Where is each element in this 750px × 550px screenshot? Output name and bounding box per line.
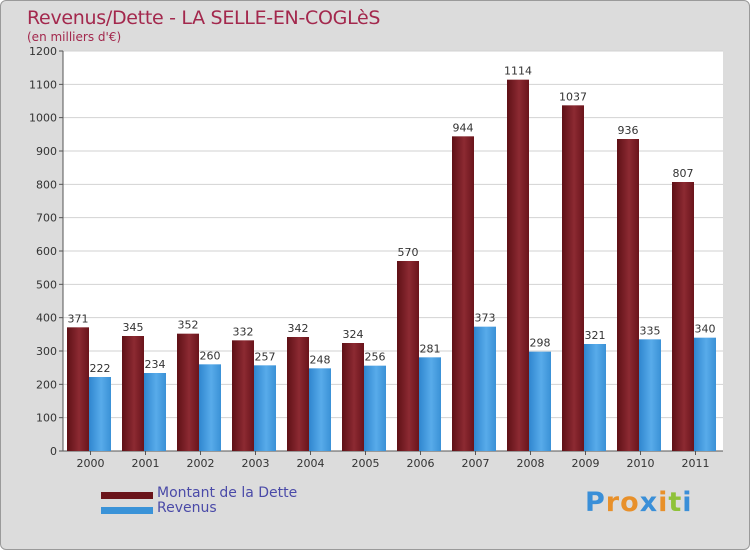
logo-letter: x xyxy=(639,487,659,518)
data-label-dette: 332 xyxy=(233,325,254,338)
y-tick-label: 0 xyxy=(50,445,57,458)
data-label-revenus: 335 xyxy=(640,324,661,337)
data-label-revenus: 298 xyxy=(530,337,551,350)
y-tick-label: 600 xyxy=(36,245,57,258)
logo-letter: r xyxy=(605,487,621,518)
bar-dette xyxy=(397,261,419,451)
data-label-dette: 570 xyxy=(398,246,419,259)
data-label-dette: 352 xyxy=(178,319,199,332)
x-tick-label: 2007 xyxy=(462,457,490,470)
y-tick-label: 1000 xyxy=(29,112,57,125)
bar-revenus xyxy=(419,357,441,451)
x-tick-label: 2000 xyxy=(77,457,105,470)
logo-letter: i xyxy=(682,487,693,518)
bar-revenus xyxy=(639,339,661,451)
data-label-revenus: 248 xyxy=(310,353,331,366)
y-tick-label: 700 xyxy=(36,212,57,225)
bar-revenus xyxy=(474,326,496,451)
bar-revenus xyxy=(584,344,606,451)
y-tick-label: 500 xyxy=(36,278,57,291)
chart-title: Revenus/Dette - LA SELLE-EN-COGLèS xyxy=(27,7,381,29)
data-label-dette: 936 xyxy=(618,124,639,137)
data-label-revenus: 260 xyxy=(200,349,221,362)
y-tick-label: 300 xyxy=(36,345,57,358)
y-tick-label: 200 xyxy=(36,378,57,391)
x-tick-label: 2011 xyxy=(682,457,710,470)
x-tick-label: 2003 xyxy=(242,457,270,470)
data-label-revenus: 234 xyxy=(145,358,166,371)
data-label-dette: 345 xyxy=(123,321,144,334)
data-label-revenus: 281 xyxy=(420,342,441,355)
data-label-dette: 1114 xyxy=(504,65,532,78)
bar-dette xyxy=(67,327,89,451)
data-label-dette: 324 xyxy=(343,328,364,341)
bar-dette xyxy=(562,105,584,451)
x-tick-label: 2010 xyxy=(627,457,655,470)
bar-revenus xyxy=(254,365,276,451)
data-label-dette: 807 xyxy=(673,167,694,180)
bar-revenus xyxy=(529,351,551,451)
chart-subtitle: (en milliers d'€) xyxy=(27,30,122,44)
x-tick-label: 2009 xyxy=(572,457,600,470)
bar-dette xyxy=(287,337,309,451)
x-tick-label: 2004 xyxy=(297,457,325,470)
y-tick-label: 900 xyxy=(36,145,57,158)
data-label-dette: 1037 xyxy=(559,90,587,103)
bar-revenus xyxy=(89,377,111,451)
x-tick-label: 2006 xyxy=(407,457,435,470)
logo-letter: o xyxy=(620,487,640,518)
y-tick-label: 400 xyxy=(36,312,57,325)
bar-dette xyxy=(232,340,254,451)
bar-dette xyxy=(452,136,474,452)
bar-revenus xyxy=(364,365,386,451)
x-tick-label: 2005 xyxy=(352,457,380,470)
y-tick-label: 800 xyxy=(36,178,57,191)
bar-dette xyxy=(122,336,144,451)
x-tick-label: 2002 xyxy=(187,457,215,470)
logo-letter: i xyxy=(658,487,669,518)
data-label-revenus: 222 xyxy=(90,362,111,375)
x-tick-label: 2001 xyxy=(132,457,160,470)
legend-swatch-revenus xyxy=(101,507,153,514)
data-label-dette: 371 xyxy=(68,312,89,325)
proxiti-logo: Proxiti xyxy=(585,487,693,518)
data-label-revenus: 340 xyxy=(695,323,716,336)
bar-revenus xyxy=(694,337,716,451)
bar-revenus xyxy=(144,373,166,451)
x-tick-label: 2008 xyxy=(517,457,545,470)
data-label-revenus: 321 xyxy=(585,329,606,342)
y-tick-label: 100 xyxy=(36,412,57,425)
bar-revenus xyxy=(309,368,331,451)
bar-dette xyxy=(177,333,199,451)
data-label-dette: 944 xyxy=(453,121,474,134)
bar-dette xyxy=(342,343,364,451)
legend-swatch-debt xyxy=(101,492,153,499)
y-tick-label: 1100 xyxy=(29,78,57,91)
legend-label-debt: Montant de la Dette xyxy=(157,485,298,501)
data-label-dette: 342 xyxy=(288,322,309,335)
data-label-revenus: 373 xyxy=(475,312,496,325)
data-label-revenus: 256 xyxy=(365,351,386,364)
bar-revenus xyxy=(199,364,221,451)
logo-letter: t xyxy=(668,487,683,518)
legend-label-revenus: Revenus xyxy=(157,500,217,516)
bar-dette xyxy=(507,79,529,452)
bar-dette xyxy=(672,182,694,451)
bar-dette xyxy=(617,139,639,451)
logo-letter: P xyxy=(585,487,606,518)
data-label-revenus: 257 xyxy=(255,350,276,363)
y-tick-label: 1200 xyxy=(29,45,57,58)
